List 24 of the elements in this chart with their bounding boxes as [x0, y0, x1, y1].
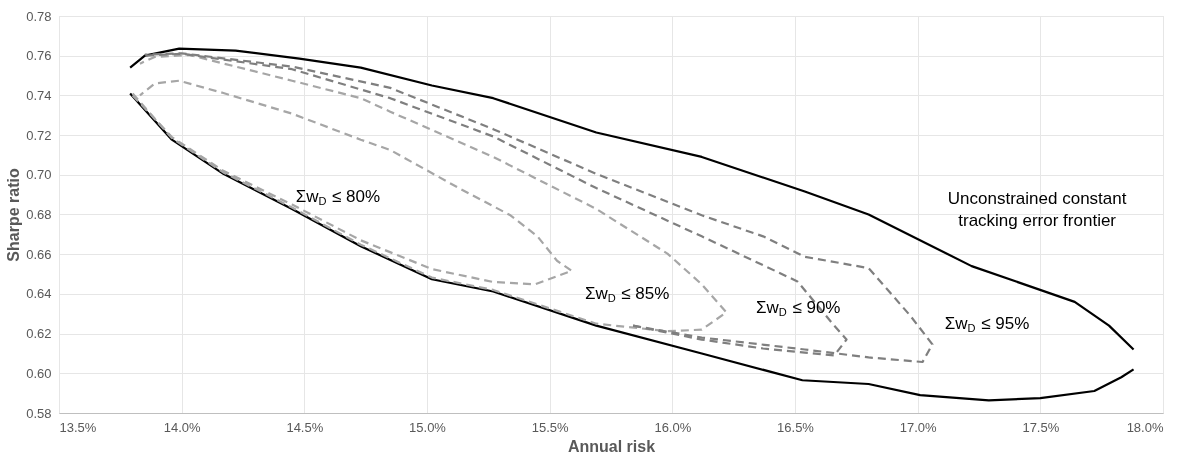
x-tick-label: 14.5%	[286, 419, 324, 435]
y-tick-label: 0.62	[26, 326, 52, 342]
x-tick-label: 18.0%	[1126, 419, 1164, 435]
x-tick-label: 15.0%	[409, 419, 447, 435]
x-tick-label: 16.5%	[777, 419, 815, 435]
x-tick-label: 14.0%	[163, 419, 202, 435]
x-tick-label: 15.5%	[531, 419, 570, 435]
y-tick-label: 0.70	[26, 167, 52, 183]
y-tick-label: 0.68	[26, 207, 52, 222]
y-tick-label: 0.58	[26, 405, 52, 421]
x-axis-title: Annual risk	[567, 437, 656, 455]
y-tick-label: 0.60	[26, 365, 52, 381]
x-tick-label: 16.0%	[654, 419, 692, 435]
x-tick-label: 13.5%	[59, 419, 97, 435]
y-tick-label: 0.72	[26, 127, 52, 143]
y-tick-label: 0.78	[26, 8, 52, 24]
x-tick-label: 17.5%	[1022, 419, 1060, 435]
x-tick-label: 17.0%	[899, 419, 938, 435]
y-axis-title: Sharpe ratio	[5, 168, 23, 262]
y-tick-label: 0.74	[26, 87, 52, 103]
y-tick-label: 0.76	[26, 48, 52, 64]
y-tick-label: 0.66	[26, 246, 52, 262]
y-tick-label: 0.64	[26, 286, 52, 302]
annotation: Unconstrained constant tracking error frontier	[947, 188, 1127, 230]
